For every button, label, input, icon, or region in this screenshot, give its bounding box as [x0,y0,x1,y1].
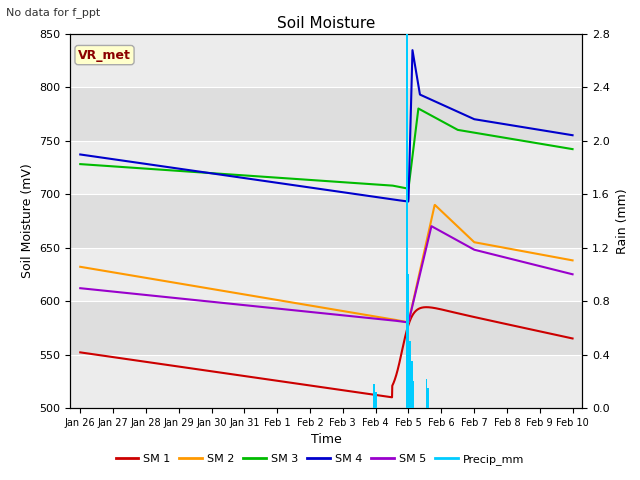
Bar [427,388,429,408]
Bar [70,355,582,408]
Text: No data for f_ppt: No data for f_ppt [6,7,100,18]
Bar [408,274,410,408]
Bar [70,141,582,194]
Bar [373,384,375,408]
Bar [70,87,582,141]
Bar [411,361,413,408]
Bar [426,379,428,408]
Bar [409,341,411,408]
Bar [412,381,414,408]
Bar [70,194,582,248]
Title: Soil Moisture: Soil Moisture [277,16,376,31]
Y-axis label: Rain (mm): Rain (mm) [616,188,628,253]
Bar [70,301,582,355]
Text: VR_met: VR_met [78,48,131,61]
Bar [70,34,582,87]
Y-axis label: Soil Moisture (mV): Soil Moisture (mV) [21,163,34,278]
X-axis label: Time: Time [311,433,342,446]
Bar [374,392,376,408]
Bar [406,34,408,408]
Bar [70,248,582,301]
Legend: SM 1, SM 2, SM 3, SM 4, SM 5, Precip_mm: SM 1, SM 2, SM 3, SM 4, SM 5, Precip_mm [111,450,529,469]
